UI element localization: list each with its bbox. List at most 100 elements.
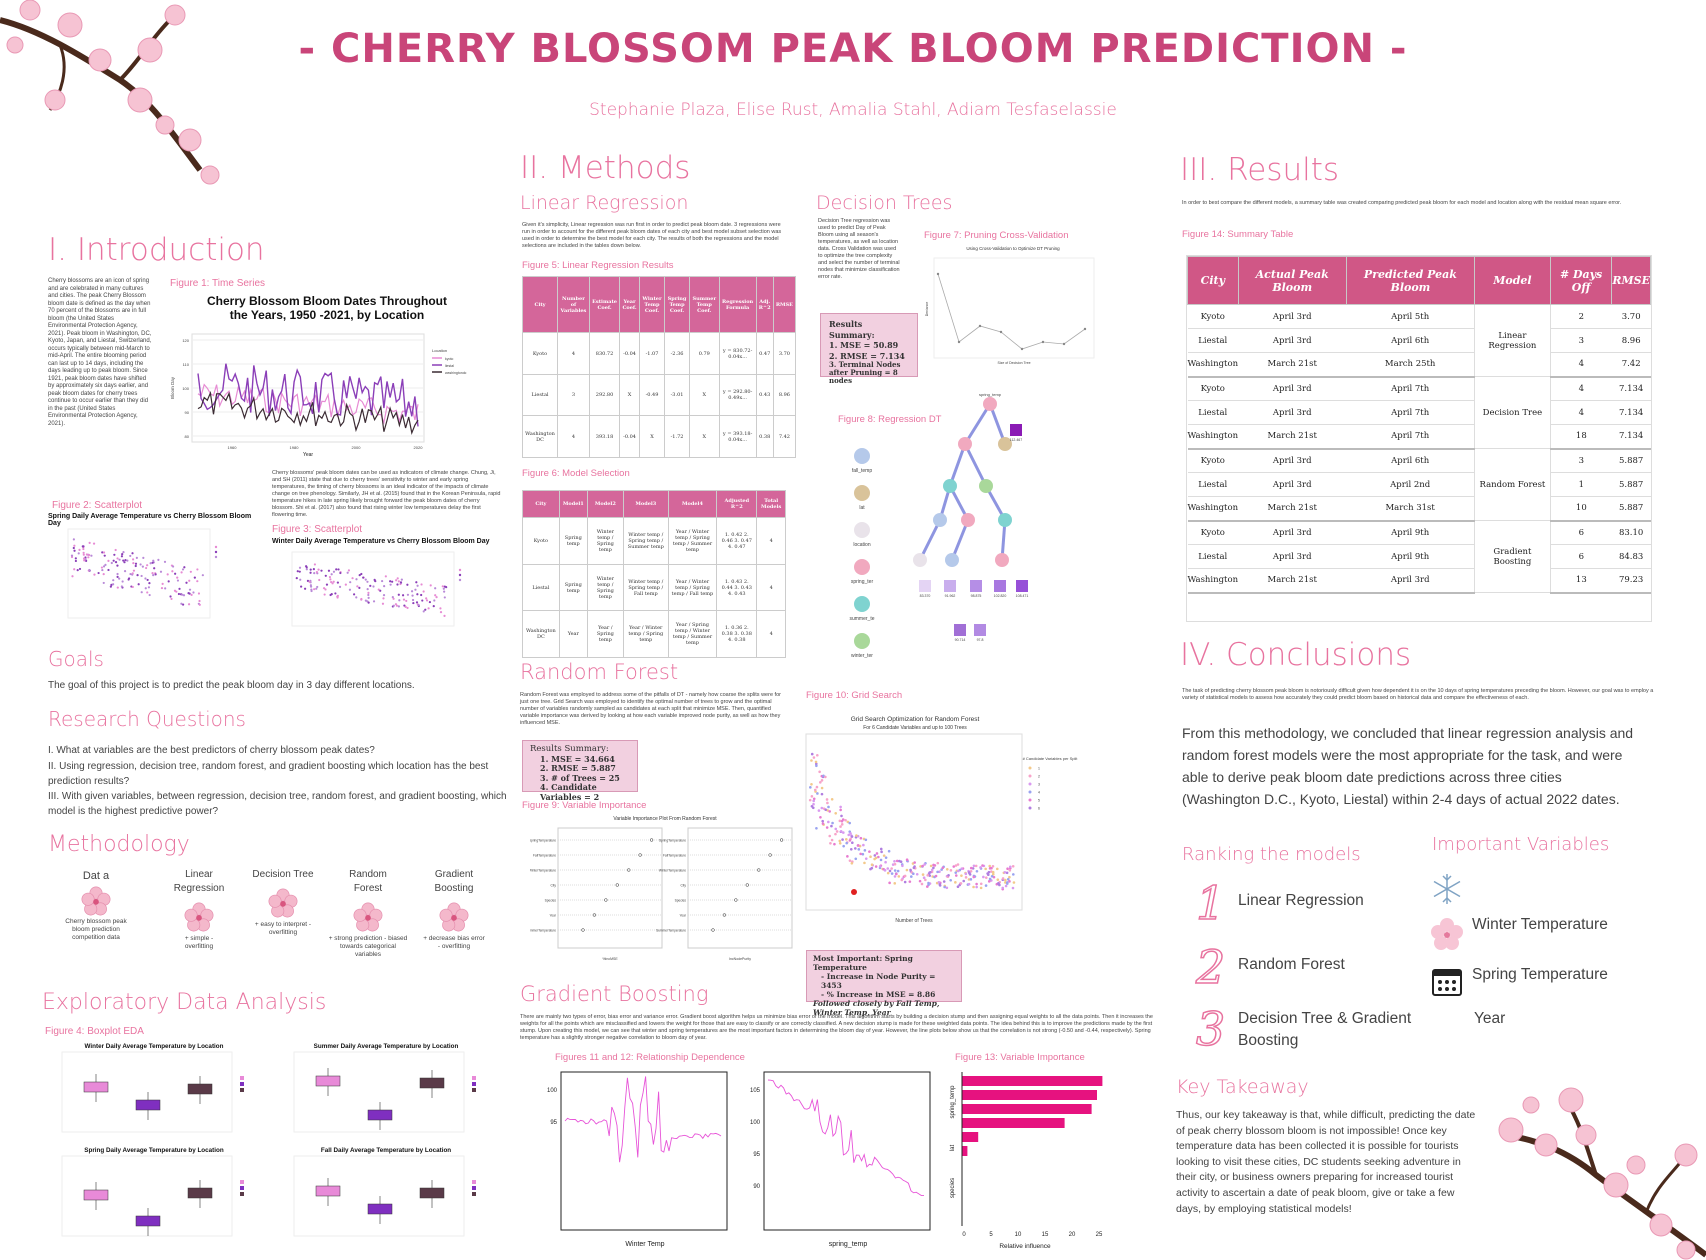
scatter-point [382, 597, 385, 600]
scatter-point [410, 590, 414, 593]
scatter-point [122, 551, 125, 554]
scatter-point [383, 585, 386, 588]
scatter-point [299, 578, 302, 581]
scatter-point [441, 585, 444, 588]
scatter-point [112, 559, 115, 562]
table-cell: April 3rd [1346, 568, 1475, 594]
tree-node [998, 437, 1012, 451]
scatter-point [120, 585, 123, 588]
grid-point [818, 770, 821, 774]
grid-point [938, 870, 941, 874]
scatter-point [421, 599, 424, 602]
table-cell: March 21st [1238, 568, 1347, 594]
table-cell: y = 292.80-0.49x... [718, 373, 757, 417]
scatter-point [392, 597, 395, 600]
grid-point [952, 865, 956, 868]
scatter-point [336, 596, 339, 599]
grid-point [974, 864, 978, 868]
scatter-point [318, 578, 321, 582]
scatter-point [131, 552, 134, 555]
grid-point [844, 818, 847, 822]
scatter-point [176, 579, 180, 582]
scatter-point [160, 586, 164, 590]
poster-title: - CHERRY BLOSSOM PEAK BLOOM PREDICTION - [298, 26, 1408, 72]
scatter-point [129, 554, 132, 558]
grid-point [954, 871, 958, 874]
rank-label: Linear Regression [1238, 892, 1364, 909]
grid-point [888, 881, 891, 885]
scatter-point [190, 593, 193, 596]
grid-point [862, 843, 865, 847]
grid-point [816, 753, 819, 757]
grid-point [828, 810, 831, 813]
scatter-point [73, 549, 76, 552]
table-cell: Winter temp / Spring temp [586, 517, 624, 565]
table-cell: X [688, 373, 720, 417]
grid-point [820, 779, 824, 782]
scatter-point [135, 556, 138, 559]
table-header-cell: City [522, 489, 560, 519]
table-cell: April 7th [1346, 424, 1475, 450]
grid-point [819, 781, 822, 784]
legend-swatch [240, 1082, 244, 1086]
var-label: Species [675, 899, 687, 903]
boxplot-svg: Spring Daily Average Temperature by Loca… [61, 1147, 244, 1237]
scatter-point [427, 607, 430, 610]
grid-point [1008, 875, 1011, 879]
scatter-point [330, 593, 333, 596]
table-cell: Liestal [522, 563, 560, 612]
scatter-point [137, 583, 140, 586]
dt-results-title: Results Summary: [829, 319, 875, 340]
influence-bar [962, 1076, 1103, 1086]
grid-point [918, 879, 922, 883]
table-cell: 18 [1550, 424, 1612, 450]
scatter-point [335, 568, 338, 571]
rf-result: 4. Candidate Variables = 2 [540, 782, 600, 802]
scatter-point [300, 585, 303, 588]
scatter-point [424, 608, 427, 611]
methodology-item-rf: Random Forest + strong prediction - bias… [328, 868, 408, 959]
fig7-chart: Using Cross-Validation to Optimize DT Pr… [924, 246, 1102, 376]
legend-swatch [458, 568, 462, 572]
table-cell: 1. 0.42 2. 0.46 3. 0.47 4. 0.47 [716, 517, 758, 565]
grid-point [988, 864, 992, 868]
table-row: Washington March 21st March 25th 4 7.42 [1187, 352, 1651, 378]
scatter-point [152, 559, 155, 562]
table-row: Kyoto April 3rd April 5th Linear Regression… [1187, 304, 1651, 377]
grid-point [870, 863, 874, 866]
fig1-label: Figure 1: Time Series [170, 278, 266, 289]
grid-point [869, 855, 872, 858]
scatter-point [367, 601, 370, 604]
scatter-point [127, 578, 130, 581]
importance-point [604, 898, 608, 902]
table-cell: 84.83 [1611, 544, 1651, 569]
series-line [197, 390, 419, 436]
fig4-boxplots: Winter Daily Average Temperature by Loca… [44, 1040, 508, 1245]
legend-label: location [853, 542, 870, 548]
grid-point [833, 842, 836, 846]
grid-point [841, 818, 845, 821]
grid-point [1012, 881, 1016, 884]
methodology-item-note: + simple - overfitting [184, 935, 214, 950]
scatter-point [182, 594, 186, 597]
grid-point [1006, 867, 1009, 871]
scatter-point [443, 614, 446, 617]
x-tick-label: 2020 [414, 445, 424, 450]
methodology-item-gb: Gradient Boosting + decrease bias error … [414, 868, 494, 951]
scatter-point [394, 603, 398, 606]
grid-point [869, 867, 872, 871]
table-cell: 83.10 [1611, 520, 1651, 545]
dt-result: 1. MSE = 50.89 [829, 340, 899, 350]
grid-point [884, 856, 888, 859]
grid-point [841, 838, 844, 841]
grid-point [893, 875, 897, 878]
grid-point [962, 879, 966, 883]
scatter-point [142, 556, 145, 559]
fig12-chart: 105 100 95 90 spring_temp [738, 1066, 938, 1250]
grid-point [905, 858, 909, 862]
grid-point [834, 812, 838, 815]
grid-point [913, 861, 916, 864]
grid-point [839, 830, 843, 833]
scatter-point [420, 593, 423, 597]
